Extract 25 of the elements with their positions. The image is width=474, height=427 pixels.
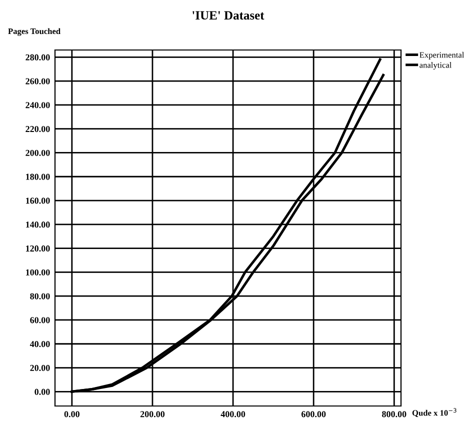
y-tick-label: 20.00 — [30, 364, 50, 372]
y-tick-label: 220.00 — [26, 126, 50, 132]
y-tick-label: 80.00 — [30, 293, 50, 300]
y-tick-label: 40.00 — [30, 341, 50, 348]
legend-label: analytical — [420, 62, 452, 70]
y-tick-label: 60.00 — [30, 317, 50, 324]
x-tick-label: 400.00 — [220, 411, 246, 418]
x-tick-label: 0.00 — [64, 411, 80, 418]
y-tick-label: 200.00 — [26, 150, 50, 156]
legend-label: Experimental — [420, 52, 464, 60]
x-axis-title: Qude x 10$^{−3}$ — [412, 408, 456, 418]
y-tick-label: 120.00 — [26, 245, 50, 252]
x-tick-label: 800.00 — [382, 411, 406, 418]
y-tick-label: 100.00 — [26, 269, 50, 276]
y-tick-label: 0.00 — [34, 388, 50, 395]
chart-title: 'IUE' Dataset — [192, 11, 264, 20]
y-tick-label: 240.00 — [26, 102, 50, 108]
x-tick-label: 600.00 — [301, 411, 326, 418]
y-tick-label: 180.00 — [26, 174, 50, 180]
y-tick-label: 280.00 — [26, 54, 50, 60]
y-tick-label: 140.00 — [26, 222, 50, 228]
y-tick-label: 160.00 — [26, 198, 50, 204]
x-tick-label: 200.00 — [140, 411, 165, 418]
y-axis-title: Pages Touched — [8, 28, 60, 36]
y-tick-label: 260.00 — [26, 78, 50, 84]
